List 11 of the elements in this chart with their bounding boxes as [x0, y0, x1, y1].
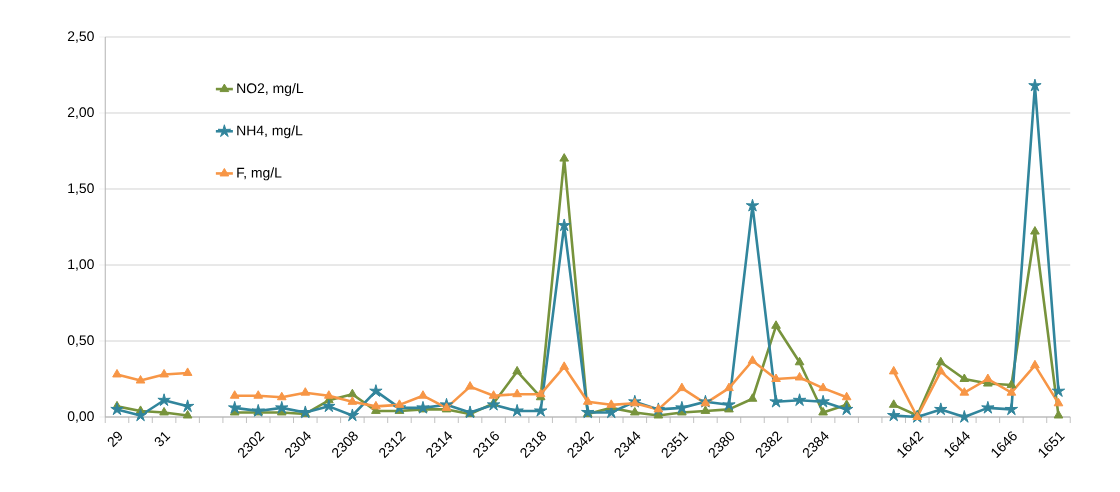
y-tick-label: 0,50	[67, 335, 94, 347]
y-tick-label: 1,00	[68, 259, 94, 271]
legend-label: NO2, mg/L	[237, 82, 304, 96]
x-tick-label: 31	[154, 432, 171, 447]
y-tick-label: 0,00	[67, 411, 94, 423]
y-tick-label: 2,00	[67, 107, 94, 119]
legend-label: NH4, mg/L	[237, 125, 303, 139]
y-tick-label: 1,50	[68, 183, 94, 195]
y-tick-label: 2,50	[67, 31, 94, 43]
x-tick-label: 29	[107, 431, 122, 448]
legend-label: F, mg/L	[237, 167, 282, 181]
